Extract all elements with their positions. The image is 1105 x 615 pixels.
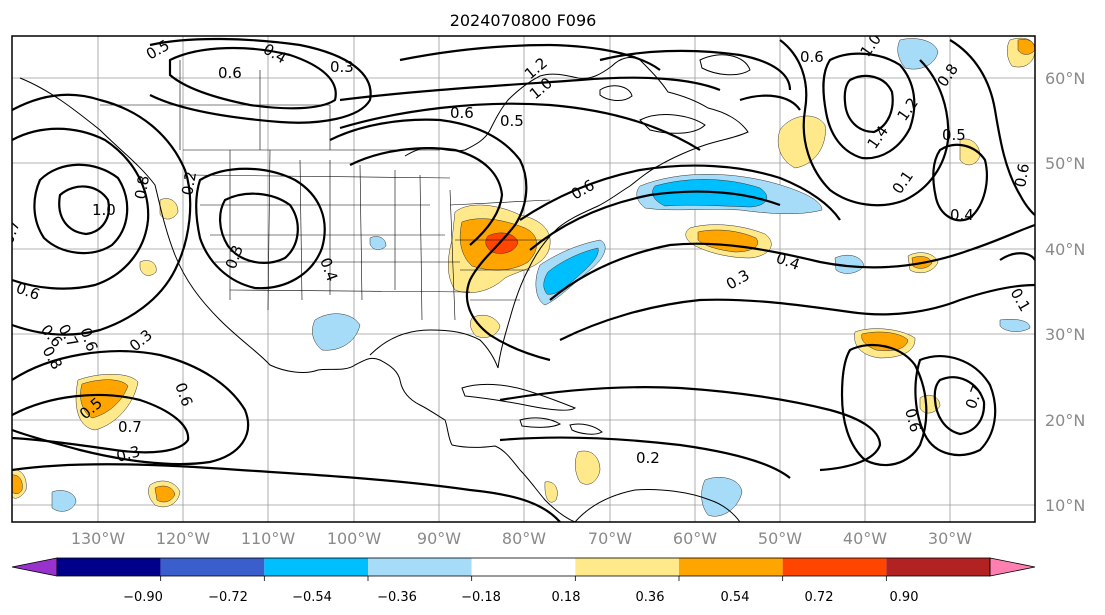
lon-label: 80°W xyxy=(502,529,546,548)
contour-label: 0.4 xyxy=(950,206,974,224)
contour-label: 0.2 xyxy=(178,170,200,197)
lat-label: 40°N xyxy=(1045,240,1085,259)
negative-anomaly xyxy=(51,490,77,512)
colorbar-segment xyxy=(679,558,783,576)
contour-label: 0.5 xyxy=(500,112,524,130)
colorbar-segment xyxy=(368,558,472,576)
contour-label: 0.6 xyxy=(218,64,242,82)
contour-label: 0.8 xyxy=(131,174,153,201)
contour-label: 0.7 xyxy=(118,418,142,436)
lon-label: 100°W xyxy=(327,529,382,548)
colorbar-tick-label: −0.54 xyxy=(292,590,332,605)
contour-label: 0.5 xyxy=(942,126,966,144)
contour-label: 0.6 xyxy=(901,406,925,434)
lon-label: 30°W xyxy=(928,529,972,548)
lon-label: 110°W xyxy=(241,529,296,548)
contour-lines xyxy=(12,37,1035,522)
lat-label: 30°N xyxy=(1045,325,1085,344)
negative-anomaly xyxy=(834,255,865,274)
contour-label: 1.0 xyxy=(92,201,116,219)
colorbar-tick-labels: −0.90 −0.72 −0.54 −0.36 −0.18 0.18 0.36 … xyxy=(123,590,918,605)
map-area: 0.5 0.6 0.4 0.3 1.2 1.0 0.6 0.5 0.6 1.0 … xyxy=(0,36,1035,522)
lon-label: 50°W xyxy=(758,529,802,548)
colorbar-segment xyxy=(575,558,679,576)
contour-label: 0.6 xyxy=(1011,162,1033,189)
lat-label: 10°N xyxy=(1045,496,1085,515)
colorbar-segment xyxy=(57,558,161,576)
colorbar-tick-label: 0.36 xyxy=(636,590,665,605)
colorbar-segment xyxy=(160,558,265,576)
state-borders xyxy=(100,60,551,321)
colorbar-segment xyxy=(264,558,368,576)
colorbar-extend-low xyxy=(11,557,58,577)
colorbar-tick-label: 0.90 xyxy=(890,590,919,605)
coastlines xyxy=(19,54,751,522)
colorbar-tick-label: 0.18 xyxy=(552,590,581,605)
colorbar-segment xyxy=(782,558,887,576)
contour-label: 0.3 xyxy=(330,58,354,76)
contour-label: 0.7 xyxy=(0,218,24,247)
colorbar-outline xyxy=(56,557,991,577)
colorbar xyxy=(11,557,1036,581)
colorbar-segment xyxy=(471,558,576,576)
longitude-labels: 130°W 120°W 110°W 100°W 90°W 80°W 70°W 6… xyxy=(71,529,972,548)
colorbar-segment xyxy=(886,558,990,576)
colorbar-tick-label: −0.36 xyxy=(377,590,417,605)
negative-anomaly-strong xyxy=(543,247,599,295)
positive-anomaly-strong xyxy=(80,379,129,419)
colorbar-extend-high xyxy=(989,557,1036,577)
lon-label: 40°W xyxy=(843,529,887,548)
contour-label: 0.6 xyxy=(450,104,474,122)
colorbar-tick-label: −0.18 xyxy=(461,590,501,605)
lon-label: 90°W xyxy=(417,529,461,548)
lat-label: 20°N xyxy=(1045,411,1085,430)
negative-anomaly xyxy=(369,236,387,250)
positive-anomaly xyxy=(139,260,157,276)
map-frame xyxy=(11,35,1036,523)
latitude-labels: 60°N 50°N 40°N 30°N 20°N 10°N xyxy=(1045,69,1085,515)
colorbar-tick-label: 0.54 xyxy=(721,590,750,605)
lon-label: 60°W xyxy=(673,529,717,548)
contour-label: 0.2 xyxy=(636,449,660,467)
lon-label: 130°W xyxy=(71,529,126,548)
positive-anomaly-strong xyxy=(154,485,176,503)
lon-label: 70°W xyxy=(588,529,632,548)
negative-anomaly xyxy=(999,319,1031,332)
contour-label: 0.3 xyxy=(114,442,142,466)
colorbar-tick-label: −0.90 xyxy=(123,590,163,605)
colorbar-tick-label: 0.72 xyxy=(805,590,834,605)
negative-anomaly xyxy=(312,313,361,351)
lon-label: 120°W xyxy=(156,529,211,548)
positive-anomaly xyxy=(544,481,558,503)
map-title: 2024070800 F096 xyxy=(450,11,597,30)
colorbar-tick-label: −0.72 xyxy=(208,590,248,605)
positive-anomaly xyxy=(575,450,601,485)
negative-anomaly-strong xyxy=(652,179,768,208)
lat-label: 60°N xyxy=(1045,69,1085,88)
lat-label: 50°N xyxy=(1045,154,1085,173)
shaded-anomalies xyxy=(12,37,1035,517)
contour-label: 0.6 xyxy=(800,48,824,66)
